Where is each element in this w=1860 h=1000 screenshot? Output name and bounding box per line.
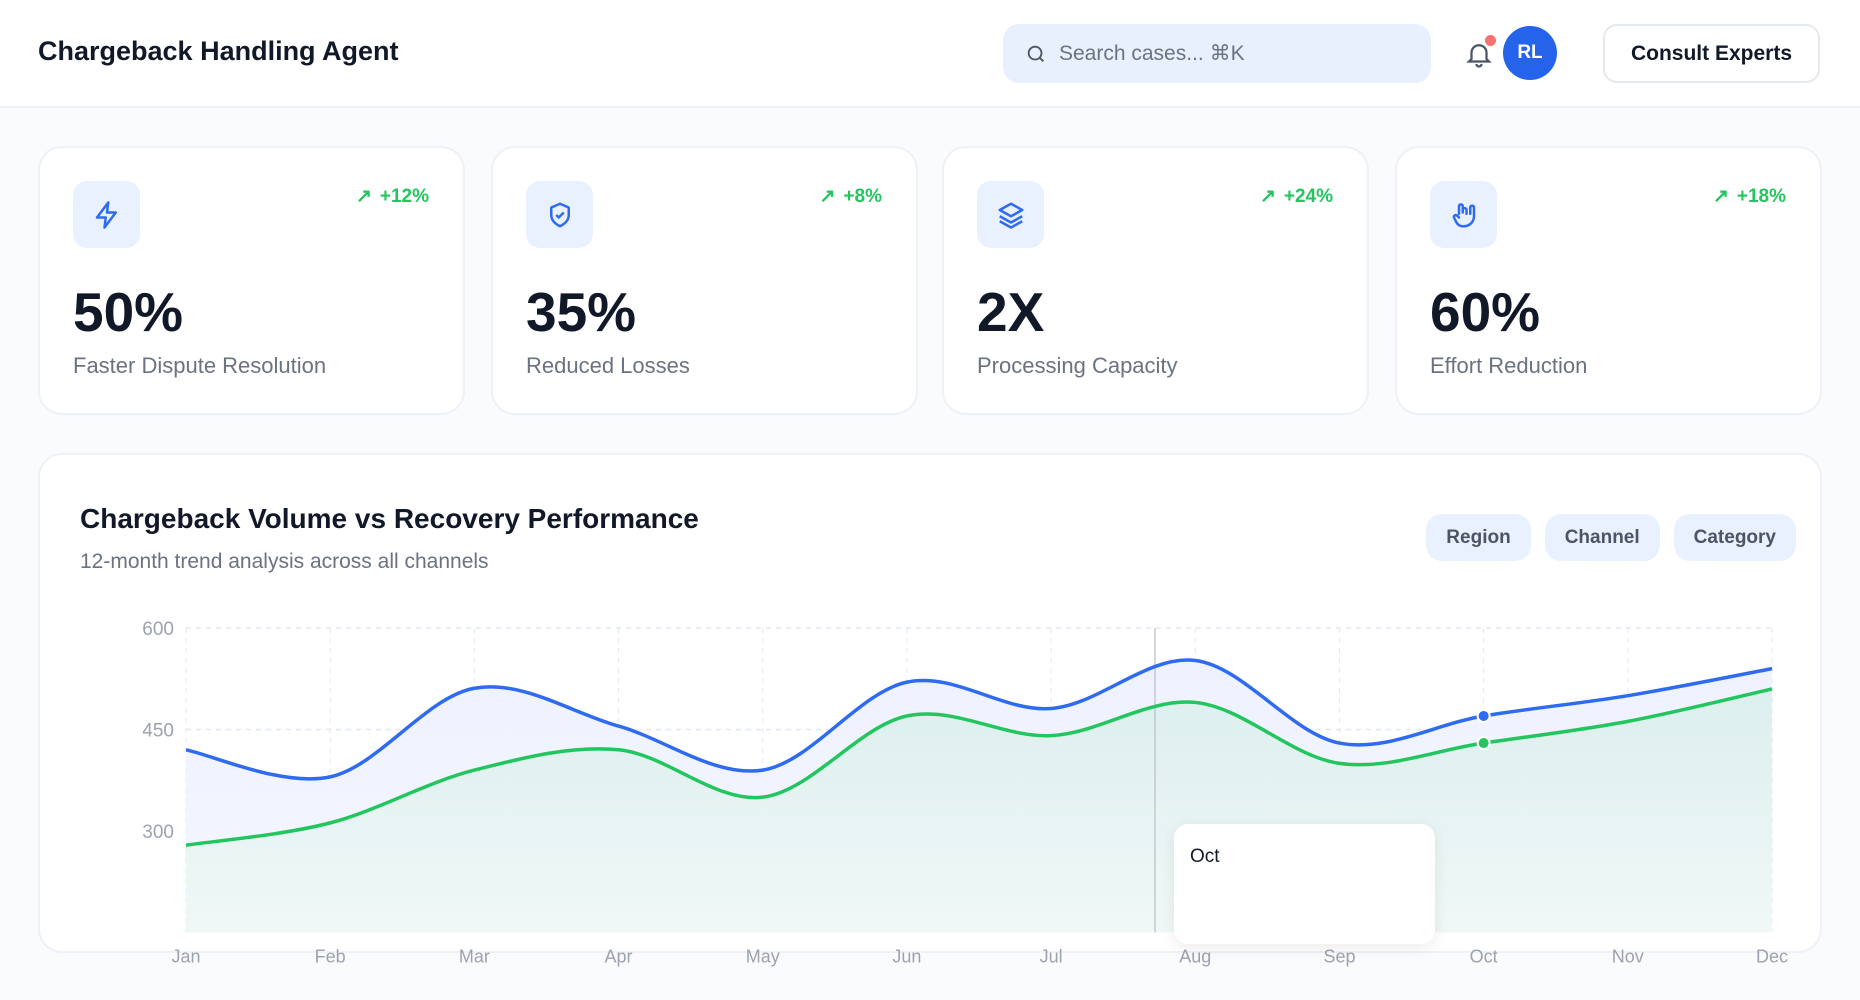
bell-icon[interactable] — [1464, 38, 1494, 70]
trend-value: +12% — [379, 185, 429, 207]
metric-icon-box — [73, 181, 140, 248]
arrow-up-right-icon: ↗ — [819, 186, 836, 207]
metric-value: 35% — [526, 281, 637, 343]
x-tick-label: Nov — [1612, 947, 1644, 967]
trend-value: +18% — [1736, 185, 1786, 207]
tooltip-label: Oct — [1190, 846, 1220, 867]
notification-dot — [1485, 35, 1496, 46]
filter-region[interactable]: Region — [1426, 514, 1531, 561]
y-tick-label: 300 — [142, 822, 174, 843]
x-tick-label: Oct — [1470, 947, 1498, 967]
arrow-up-right-icon: ↗ — [355, 186, 372, 207]
filter-category[interactable]: Category — [1673, 514, 1796, 561]
x-tick-label: Aug — [1179, 947, 1211, 967]
metric-icon-box — [1430, 181, 1497, 248]
metric-icon-box — [526, 181, 593, 248]
metric-card: ↗ +8% 35% Reduced Losses — [491, 146, 918, 415]
metric-value: 60% — [1430, 281, 1541, 343]
metric-value: 50% — [73, 281, 184, 343]
trend-badge: ↗ +24% — [1260, 185, 1333, 208]
metric-label: Effort Reduction — [1430, 353, 1588, 378]
x-tick-label: Apr — [605, 947, 633, 967]
consult-experts-button[interactable]: Consult Experts — [1603, 24, 1820, 83]
top-bar: Chargeback Handling Agent Search cases..… — [0, 0, 1860, 108]
x-tick-label: May — [746, 947, 780, 967]
zap-icon — [95, 200, 117, 229]
metric-icon-box — [977, 181, 1044, 248]
x-tick-label: Sep — [1323, 947, 1355, 967]
arrow-up-right-icon: ↗ — [1712, 186, 1729, 207]
trend-value: +24% — [1283, 185, 1333, 207]
filter-channel[interactable]: Channel — [1544, 514, 1660, 561]
x-tick-label: Jan — [171, 947, 200, 967]
x-tick-label: Dec — [1756, 947, 1788, 967]
avatar[interactable]: RL — [1503, 26, 1557, 80]
series-line — [185, 658, 1773, 781]
series-line — [185, 687, 1773, 847]
search-icon — [1027, 45, 1044, 62]
search-placeholder: Search cases... ⌘K — [1059, 42, 1245, 65]
layers-icon — [998, 202, 1023, 229]
chart-title: Chargeback Volume vs Recovery Performanc… — [80, 503, 699, 534]
chart-subtitle: 12-month trend analysis across all chann… — [80, 550, 489, 573]
metric-card: ↗ +12% 50% Faster Dispute Resolution — [38, 146, 465, 415]
x-tick-label: Jul — [1040, 947, 1063, 967]
app-title: Chargeback Handling Agent — [38, 36, 399, 66]
metric-card: ↗ +24% 2X Processing Capacity — [942, 146, 1369, 415]
search-input[interactable]: Search cases... ⌘K — [1003, 24, 1431, 83]
trend-badge: ↗ +18% — [1713, 185, 1786, 208]
arrow-up-right-icon: ↗ — [1259, 186, 1276, 207]
hand-metal-icon — [1452, 202, 1475, 227]
highlight-point — [1476, 708, 1491, 723]
x-tick-label: Jun — [892, 947, 921, 967]
trend-value: +8% — [843, 185, 882, 207]
metric-card: ↗ +18% 60% Effort Reduction — [1395, 146, 1822, 415]
highlight-point — [1476, 736, 1491, 751]
x-tick-label: Mar — [459, 947, 490, 967]
chart-tooltip: Oct — [1174, 824, 1435, 944]
y-tick-label: 600 — [142, 619, 174, 640]
trend-badge: ↗ +12% — [356, 185, 429, 208]
filter-group: Region Channel Category — [1426, 514, 1796, 561]
y-tick-label: 450 — [142, 721, 174, 742]
metric-label: Processing Capacity — [977, 353, 1178, 378]
shield-check-icon — [549, 202, 570, 227]
metric-label: Faster Dispute Resolution — [73, 353, 327, 378]
metric-label: Reduced Losses — [526, 353, 690, 378]
x-tick-label: Feb — [315, 947, 346, 967]
trend-badge: ↗ +8% — [820, 185, 882, 208]
metric-value: 2X — [977, 281, 1045, 343]
